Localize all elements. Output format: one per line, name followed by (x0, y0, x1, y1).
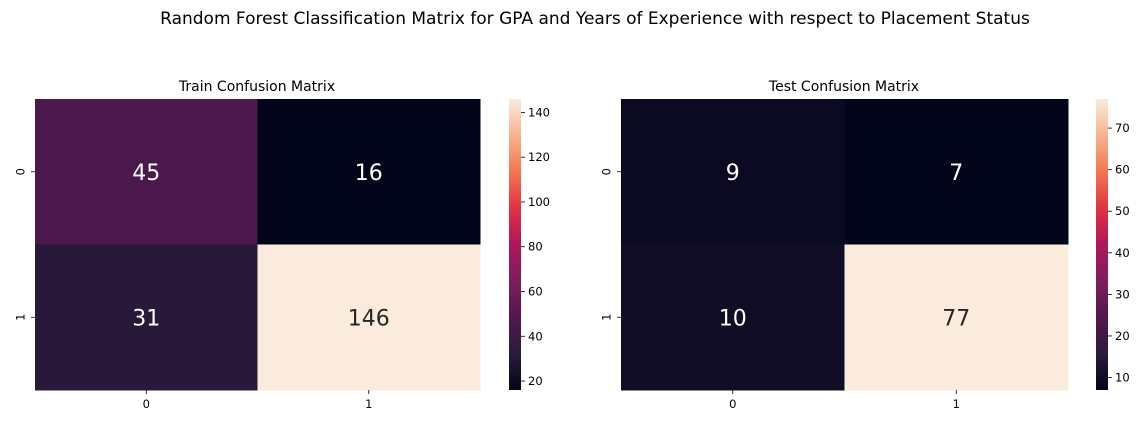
train-matrix-title: Train Confusion Matrix (178, 79, 335, 95)
test-cell-value-r1-c0: 10 (719, 306, 747, 331)
test-cell-r1-c1 (844, 244, 1069, 391)
test-heatmap-cells: 9 7 10 77 (621, 99, 1069, 391)
train-y-tick-label: 1 (14, 314, 28, 321)
train-x-tick-label: 1 (365, 397, 372, 411)
test-y-tick-label: 1 (600, 314, 614, 321)
train-cell-value-r0-c0: 45 (132, 161, 160, 186)
train-x-tick-label: 0 (143, 397, 150, 411)
test-cell-value-r0-c0: 9 (726, 161, 740, 186)
train-colorbar-tick-label: 20 (528, 374, 543, 388)
train-cell-value-r1-c0: 31 (132, 306, 160, 331)
train-heatmap-cells: 45 16 31 146 (35, 99, 481, 391)
test-matrix-title: Test Confusion Matrix (768, 79, 919, 95)
test-cell-r0-c0 (621, 99, 845, 245)
test-colorbar-tick-label: 60 (1115, 163, 1130, 177)
train-y-ticks: 01 (14, 168, 35, 321)
test-colorbar-tick-label: 40 (1115, 246, 1130, 260)
test-colorbar: 10 20 30 40 50 60 70 (1096, 99, 1130, 390)
train-colorbar-tick-label: 40 (528, 329, 543, 343)
test-cell-r0-c1 (844, 99, 1069, 245)
test-colorbar-tick-label: 30 (1115, 287, 1130, 301)
test-x-tick-label: 0 (729, 397, 736, 411)
test-cell-value-r1-c1: 77 (942, 306, 970, 331)
train-colorbar-tick-label: 80 (528, 240, 543, 254)
train-cell-r0-c1 (257, 99, 481, 245)
train-colorbar-tick-label: 120 (528, 150, 550, 164)
train-colorbar-tick-label: 60 (528, 285, 543, 299)
figure-suptitle: Random Forest Classification Matrix for … (160, 9, 1030, 29)
test-x-tick-label: 1 (953, 397, 960, 411)
train-cell-value-r0-c1: 16 (355, 161, 383, 186)
train-cell-value-r1-c1: 146 (348, 306, 390, 331)
train-colorbar: 20 40 60 80 100 120 140 (509, 99, 550, 390)
test-colorbar-gradient (1096, 99, 1108, 390)
train-colorbar-gradient (509, 99, 521, 390)
test-colorbar-tick-label: 10 (1115, 371, 1130, 385)
train-cell-r1-c0 (35, 244, 258, 391)
test-colorbar-tick-label: 50 (1115, 204, 1130, 218)
test-cell-value-r0-c1: 7 (949, 161, 963, 186)
train-colorbar-tick-label: 140 (528, 105, 550, 119)
test-colorbar-tick-label: 70 (1115, 121, 1130, 135)
test-cell-r1-c0 (621, 244, 845, 391)
test-y-tick-label: 0 (600, 168, 614, 175)
test-y-ticks: 01 (600, 168, 621, 321)
train-cell-r1-c1 (257, 244, 481, 391)
test-colorbar-tick-label: 20 (1115, 329, 1130, 343)
train-cell-r0-c0 (35, 99, 258, 245)
train-colorbar-tick-label: 100 (528, 195, 550, 209)
train-y-tick-label: 0 (14, 168, 28, 175)
